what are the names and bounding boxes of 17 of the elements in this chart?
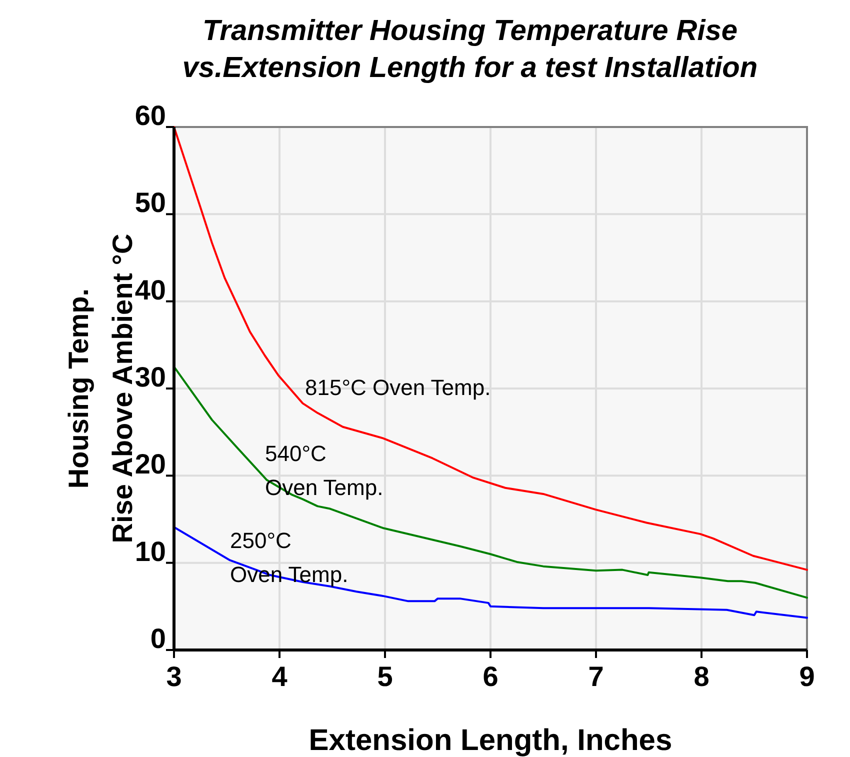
x-tick-label: 6 [482,661,498,692]
y-tick-label: 20 [134,448,166,480]
series-label: 250°C Oven Temp. [230,528,348,587]
y-tick-label: 10 [134,536,166,567]
x-axis-title: Extension Length, Inches [308,724,672,757]
series-label: 815°C Oven Temp. [305,375,491,400]
x-tick-label: 4 [272,661,288,692]
y-tick-label: 0 [150,623,166,654]
x-tick-label: 9 [799,661,815,692]
x-tick-label: 8 [694,661,710,692]
chart-title: Transmitter Housing Temperature Rise vs.Extension Length for a test Installation [182,15,758,84]
y-tick-label: 30 [134,362,166,392]
y-tick-label: 60 [134,100,166,131]
x-tick-label: 3 [166,661,182,692]
x-tick-label: 7 [588,661,604,692]
y-tick-label: 50 [134,187,166,218]
x-tick-label: 5 [377,661,393,692]
